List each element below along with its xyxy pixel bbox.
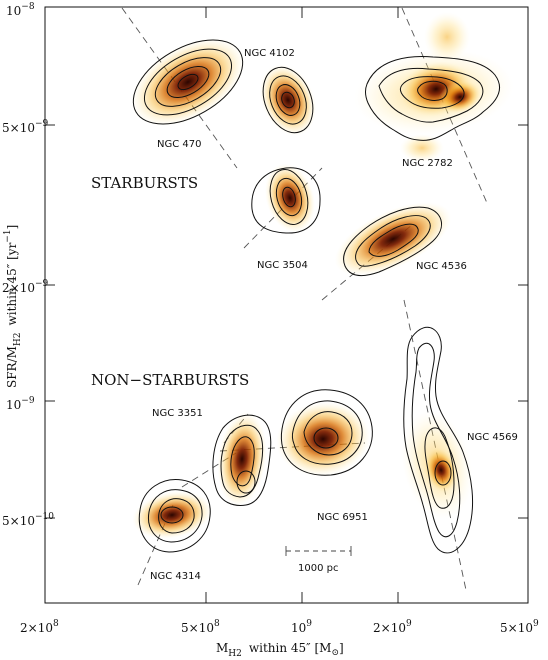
galaxy-label-ngc-2782: NGC 2782 — [402, 158, 453, 169]
y-axis-label: SFR/MH2within 45″ [yr−1] — [3, 225, 23, 388]
contour-ngc-6951 — [280, 389, 373, 476]
contour-ngc-4102 — [262, 66, 314, 134]
contour-ngc-3351 — [212, 414, 272, 506]
x-tick-label: 5×108 — [181, 619, 220, 635]
galaxy-label-ngc-3351: NGC 3351 — [152, 408, 203, 419]
intensity-maps — [131, 12, 514, 539]
contour-ngc-3504 — [251, 167, 321, 234]
x-tick-label: 2×109 — [373, 619, 412, 635]
x-tick-label: 109 — [291, 619, 312, 635]
plot-frame — [44, 6, 529, 604]
x-axis-label: MH2 within 45″ [M⊙] — [216, 641, 344, 659]
contour-ngc-2782 — [365, 56, 500, 141]
non-starbursts-label: NON−STARBURSTS — [91, 371, 249, 389]
y-tick-label: 5×10−10 — [2, 512, 54, 528]
y-tick-labels: 10−8 5×10−9 2×10−9 10−9 5×10−10 — [2, 2, 54, 528]
x-tick-label: 2×108 — [20, 619, 59, 635]
starbursts-label: STARBURSTS — [91, 174, 198, 192]
contour-ngc-4569 — [403, 326, 474, 554]
galaxy-label-ngc-4102: NGC 4102 — [244, 48, 295, 59]
scale-bar: 1000 pc — [285, 546, 352, 574]
x-tick-label: 5×109 — [500, 619, 539, 635]
y-tick-label: 10−8 — [6, 2, 35, 18]
x-tick-labels: 2×108 5×108 109 2×109 5×109 — [20, 619, 539, 635]
scale-bar-label: 1000 pc — [298, 563, 338, 574]
contour-ngc-4536 — [343, 206, 442, 277]
galaxy-label-ngc-6951: NGC 6951 — [317, 512, 368, 523]
y-tick-label: 2×10−9 — [2, 279, 49, 295]
y-tick-label: 5×10−9 — [2, 119, 49, 135]
galaxy-label-ngc-4536: NGC 4536 — [416, 261, 467, 272]
galaxy-label-ngc-4569: NGC 4569 — [467, 432, 518, 443]
y-axis-ticks — [45, 6, 528, 519]
contours — [132, 39, 500, 554]
galaxy-label-ngc-4314: NGC 4314 — [150, 571, 201, 582]
galaxy-label-ngc-3504: NGC 3504 — [257, 260, 308, 271]
galaxy-label-ngc-470: NGC 470 — [157, 139, 201, 150]
x-axis-ticks — [44, 7, 529, 603]
y-tick-label: 10−9 — [6, 396, 35, 412]
contour-ngc-470 — [132, 39, 244, 125]
contour-ngc-4314 — [138, 479, 211, 553]
